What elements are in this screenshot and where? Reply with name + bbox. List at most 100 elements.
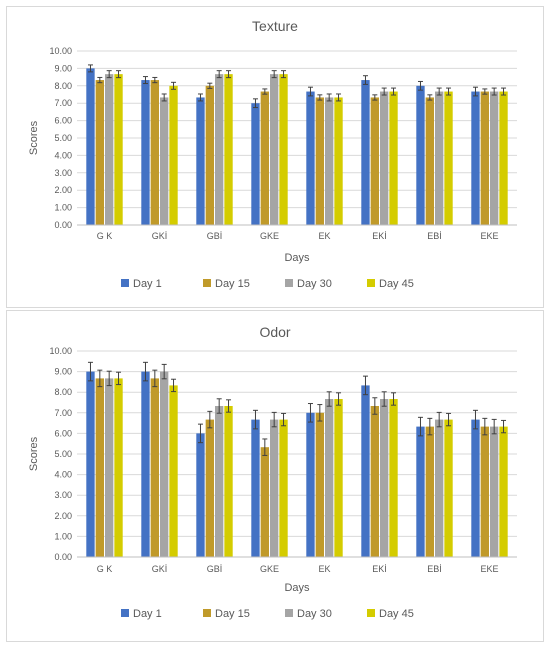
y-tick-label: 10.00 xyxy=(49,346,72,356)
x-tick-label: GBİ xyxy=(207,564,223,574)
y-axis-label: Scores xyxy=(28,436,40,471)
y-tick-label: 4.00 xyxy=(54,470,72,480)
bar xyxy=(260,91,269,226)
bar xyxy=(224,74,233,225)
bar xyxy=(150,80,159,225)
legend-label: Day 1 xyxy=(133,608,162,620)
x-tick-label: EKİ xyxy=(372,564,387,574)
bar xyxy=(444,91,453,226)
legend-label: Day 15 xyxy=(215,278,250,290)
y-tick-label: 3.00 xyxy=(54,168,72,178)
bar xyxy=(480,426,489,557)
legend-swatch xyxy=(121,279,129,287)
legend-swatch xyxy=(203,609,211,617)
bar xyxy=(306,412,315,557)
bar xyxy=(334,97,343,225)
bar xyxy=(389,398,398,557)
x-tick-label: GKE xyxy=(260,564,279,574)
x-tick-label: EKİ xyxy=(372,231,387,241)
bar xyxy=(196,433,205,557)
legend-swatch xyxy=(121,609,129,617)
y-tick-label: 6.00 xyxy=(54,116,72,126)
x-tick-label: EKE xyxy=(480,564,498,574)
bar xyxy=(114,74,123,225)
x-tick-label: EKE xyxy=(480,231,498,241)
legend-swatch xyxy=(367,279,375,287)
bar xyxy=(389,91,398,226)
bar xyxy=(105,74,114,225)
x-tick-label: G K xyxy=(97,231,113,241)
bar xyxy=(150,378,159,557)
bar xyxy=(279,419,288,557)
bar xyxy=(95,378,104,557)
bar xyxy=(416,85,425,225)
y-tick-label: 2.00 xyxy=(54,185,72,195)
y-tick-label: 3.00 xyxy=(54,490,72,500)
y-tick-label: 0.00 xyxy=(54,552,72,562)
bar xyxy=(490,91,499,226)
x-tick-label: EK xyxy=(318,231,330,241)
x-tick-label: EK xyxy=(318,564,330,574)
bar xyxy=(425,97,434,225)
bar xyxy=(334,398,343,557)
bar xyxy=(490,426,499,557)
x-tick-label: G K xyxy=(97,564,113,574)
y-tick-label: 5.00 xyxy=(54,133,72,143)
texture-chart-panel: Texture 0.00 1.00 2.00 3.00 4.00 5.00 6.00 7.00 8… xyxy=(6,6,544,308)
bar xyxy=(224,406,233,557)
bar xyxy=(196,97,205,225)
bar xyxy=(499,91,508,226)
chart-title: Odor xyxy=(259,324,290,340)
bar xyxy=(270,74,279,225)
bar xyxy=(315,412,324,557)
bar xyxy=(141,371,150,557)
y-tick-label: 1.00 xyxy=(54,203,72,213)
bar xyxy=(205,419,214,557)
bar xyxy=(315,97,324,225)
x-axis-label: Days xyxy=(284,252,310,264)
bar xyxy=(361,385,370,557)
legend-label: Day 45 xyxy=(379,608,414,620)
bar xyxy=(380,398,389,557)
y-tick-label: 5.00 xyxy=(54,449,72,459)
chart-title: Texture xyxy=(252,18,298,34)
bar xyxy=(435,91,444,226)
bar xyxy=(370,406,379,557)
bar xyxy=(105,378,114,557)
bar xyxy=(325,97,334,225)
bar xyxy=(160,371,169,557)
odor-chart: Odor 0.00 1.00 2.00 3.00 4.00 5.00 6.00 7.00 8.00… xyxy=(28,324,517,620)
bar xyxy=(205,85,214,225)
y-tick-label: 7.00 xyxy=(54,408,72,418)
y-tick-label: 8.00 xyxy=(54,387,72,397)
y-tick-label: 6.00 xyxy=(54,428,72,438)
y-tick-label: 1.00 xyxy=(54,531,72,541)
x-tick-label: EBİ xyxy=(427,231,442,241)
legend-swatch xyxy=(367,609,375,617)
y-tick-label: 7.00 xyxy=(54,98,72,108)
bar xyxy=(251,103,260,225)
bar xyxy=(380,91,389,226)
bar xyxy=(260,447,269,557)
x-tick-label: EBİ xyxy=(427,564,442,574)
bar xyxy=(444,419,453,557)
bar xyxy=(279,74,288,225)
bar xyxy=(95,80,104,225)
y-tick-label: 2.00 xyxy=(54,511,72,521)
y-tick-label: 10.00 xyxy=(49,46,72,56)
bar xyxy=(370,97,379,225)
x-axis-label: Days xyxy=(284,582,310,594)
legend-label: Day 30 xyxy=(297,608,332,620)
bar xyxy=(306,91,315,226)
bar xyxy=(270,419,279,557)
x-tick-label: GKİ xyxy=(152,564,168,574)
legend-label: Day 15 xyxy=(215,608,250,620)
legend-label: Day 45 xyxy=(379,278,414,290)
bar xyxy=(215,74,224,225)
texture-chart: Texture 0.00 1.00 2.00 3.00 4.00 5.00 6.00 7.00 8… xyxy=(28,18,517,290)
y-axis-label: Scores xyxy=(28,120,40,155)
bar xyxy=(361,80,370,225)
bar xyxy=(114,378,123,557)
legend-label: Day 30 xyxy=(297,278,332,290)
